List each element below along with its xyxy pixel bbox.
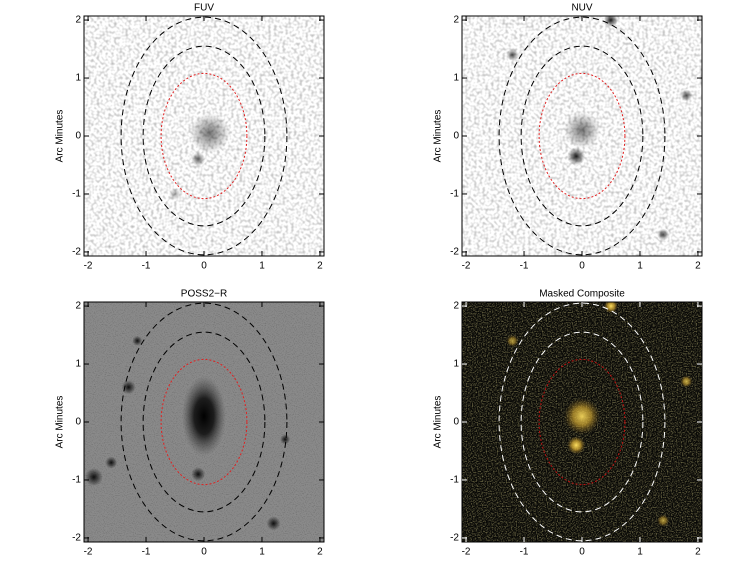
image [84, 16, 324, 256]
y-tick-label: 0 [75, 131, 81, 142]
x-tick-label: 2 [317, 261, 323, 272]
aperture [120, 16, 288, 256]
aperture [538, 72, 626, 200]
y-axis-label: Arc Minutes [55, 396, 66, 449]
y-tick-label: -1 [450, 189, 459, 200]
source [132, 335, 143, 346]
panel-title: NUV [571, 3, 592, 14]
x-tick-label: 0 [579, 261, 585, 272]
x-tick-label: -2 [84, 261, 93, 272]
x-tick-label: 0 [201, 261, 207, 272]
source [169, 187, 182, 200]
source [280, 434, 291, 445]
x-tick-label: -1 [520, 261, 529, 272]
y-tick-label: 0 [453, 131, 459, 142]
y-tick-label: 1 [453, 73, 459, 84]
image [84, 302, 324, 542]
aperture [160, 72, 248, 200]
panel-title: Masked Composite [539, 289, 625, 300]
source [657, 514, 670, 527]
source [182, 376, 226, 457]
y-tick-label: 0 [453, 417, 459, 428]
source [567, 147, 586, 166]
image [462, 302, 702, 542]
x-tick-label: 0 [201, 547, 207, 558]
y-tick-label: 1 [75, 359, 81, 370]
x-tick-label: -2 [462, 547, 471, 558]
y-tick-label: 1 [75, 73, 81, 84]
y-tick-label: 2 [75, 301, 81, 312]
x-tick-label: 1 [259, 261, 265, 272]
y-tick-label: 2 [453, 15, 459, 26]
source [603, 302, 618, 314]
panel: FUV Arc Minutes -2 -1 0 1 2 -2 -1 0 1 2 [55, 3, 325, 272]
source [506, 334, 519, 347]
y-tick-label: 2 [453, 301, 459, 312]
source [564, 398, 600, 435]
panel: NUV Arc Minutes -2 -1 0 1 2 -2 -1 0 1 2 [433, 3, 703, 272]
x-tick-label: -2 [84, 547, 93, 558]
source [567, 436, 586, 455]
source [657, 228, 670, 241]
source [191, 467, 206, 482]
y-tick-label: -2 [72, 533, 81, 544]
aperture [498, 302, 666, 542]
aperture [520, 331, 644, 513]
y-tick-label: 2 [75, 15, 81, 26]
x-tick-label: -1 [142, 261, 151, 272]
y-axis-label: Arc Minutes [433, 396, 444, 449]
aperture [538, 358, 626, 486]
x-tick-label: 0 [579, 547, 585, 558]
y-tick-label: -2 [450, 247, 459, 258]
y-tick-label: 1 [453, 359, 459, 370]
panel: POSS2−R Arc Minutes -2 -1 0 1 2 -2 -1 0 1 2 [55, 289, 325, 558]
source [506, 48, 519, 61]
source [191, 152, 206, 167]
y-tick-label: -1 [72, 475, 81, 486]
source [564, 112, 600, 149]
y-tick-label: -1 [72, 189, 81, 200]
panel: Masked Composite Arc Minutes -2 -1 0 1 2 -2 -1 0 1… [433, 289, 703, 558]
image [462, 16, 702, 256]
x-tick-label: 2 [695, 261, 701, 272]
aperture [142, 331, 266, 513]
y-axis-label: Arc Minutes [55, 110, 66, 163]
panel-title: FUV [194, 3, 214, 14]
y-tick-label: 0 [75, 417, 81, 428]
y-tick-label: -1 [450, 475, 459, 486]
source [680, 375, 693, 388]
y-tick-label: -2 [450, 533, 459, 544]
x-tick-label: 1 [637, 547, 643, 558]
source [121, 380, 136, 395]
x-tick-label: 2 [317, 547, 323, 558]
aperture [160, 358, 248, 486]
panel-title: POSS2−R [181, 289, 227, 300]
x-tick-label: -1 [142, 547, 151, 558]
x-tick-label: 1 [637, 261, 643, 272]
x-tick-label: -1 [520, 547, 529, 558]
y-tick-label: -2 [72, 247, 81, 258]
aperture [520, 45, 644, 227]
source [603, 16, 618, 28]
source [266, 516, 281, 531]
aperture [142, 45, 266, 227]
source [680, 89, 693, 102]
aperture [498, 16, 666, 256]
source [105, 456, 118, 469]
source [189, 113, 230, 154]
y-axis-label: Arc Minutes [433, 110, 444, 163]
source [84, 468, 103, 487]
x-tick-label: -2 [462, 261, 471, 272]
x-tick-label: 1 [259, 547, 265, 558]
x-tick-label: 2 [695, 547, 701, 558]
aperture [120, 302, 288, 542]
